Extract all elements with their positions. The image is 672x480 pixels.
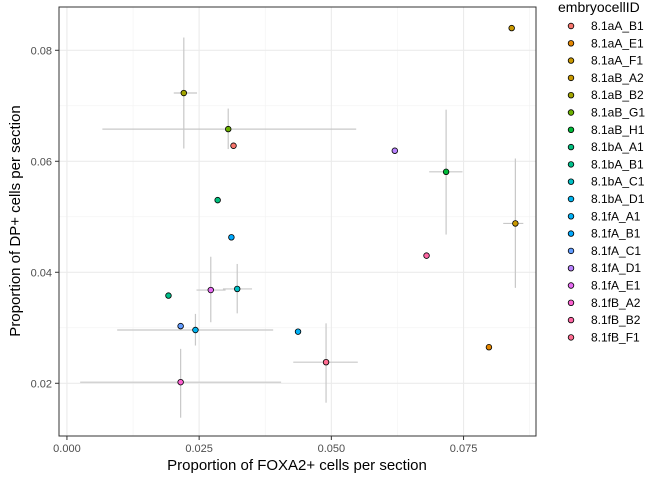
legend-key [567,109,575,116]
legend-label: 8.1bA_C1 [591,175,645,189]
y-axis-ticks: 0.02 0.04 0.06 0.08 [31,45,59,390]
panel-border [58,6,537,437]
legend-key [567,161,575,168]
legend-key [567,265,575,272]
x-tick-label: 0.025 [185,443,213,455]
legend-key [567,126,575,133]
legend-label: 8.1fA_A1 [591,209,641,223]
data-point [207,286,214,294]
legend-key [567,22,575,30]
data-point [177,322,184,330]
legend-key [567,213,575,220]
legend-key [567,230,575,237]
data-point [180,89,188,97]
legend-label: 8.1fB_A2 [591,296,641,310]
legend-key [567,74,575,82]
y-tick-label: 0.06 [31,156,52,168]
y-tick-label: 0.04 [31,267,52,279]
legend-key [567,334,575,341]
legend-label: 8.1bA_D1 [591,192,645,206]
legend-label: 8.1aA_E1 [591,36,644,50]
legend-key [567,282,575,289]
data-point [230,142,237,149]
data-point [225,125,232,133]
legend-label: 8.1aB_H1 [591,123,645,137]
legend-label: 8.1fA_E1 [591,279,641,293]
legend-key [567,57,575,64]
legend-label: 8.1fB_F1 [591,330,640,344]
data-point [192,326,199,334]
data-points [165,24,519,386]
data-point [165,292,172,299]
legend-key [567,316,575,324]
y-tick-label: 0.08 [31,45,52,57]
legend-title: embryocellID [558,0,640,15]
legend-label: 8.1fB_B2 [591,313,641,327]
legend-key [567,299,575,306]
legend-label: 8.1fA_B1 [591,227,641,241]
data-point [177,378,184,386]
y-axis-title: Proportion of DP+ cells per section [7,105,24,336]
data-point [442,168,450,176]
data-point [322,358,330,366]
grid-lines [59,7,536,436]
legend-label: 8.1aB_B2 [591,88,644,102]
legend: 8.1aA_B1 8.1aA_E1 8.1aA_F1 8.1aB_A2 8.1aB_B2… [567,19,645,344]
x-tick-label: 0.000 [53,443,81,455]
data-point [508,24,515,32]
data-point [512,220,519,227]
legend-label: 8.1fA_C1 [591,244,641,258]
data-point [214,196,221,204]
legend-label: 8.1aA_B1 [591,19,644,33]
legend-label: 8.1aB_A2 [591,71,644,85]
legend-key [567,195,575,203]
data-point [423,252,430,259]
data-point [294,328,302,335]
legend-key [567,178,575,185]
legend-label: 8.1fA_D1 [591,261,641,275]
y-tick-label: 0.02 [31,378,52,390]
x-axis-title: Proportion of FOXA2+ cells per section [167,457,427,474]
data-point [485,344,493,351]
data-point [391,147,399,154]
x-axis-ticks: 0.000 0.025 0.050 0.075 [53,436,477,455]
legend-key [567,247,575,255]
legend-label: 8.1aA_F1 [591,54,643,68]
legend-key [567,91,575,99]
legend-key [567,40,575,47]
x-tick-label: 0.050 [318,443,346,455]
legend-label: 8.1bA_A1 [591,140,644,154]
data-point [228,234,235,241]
legend-label: 8.1bA_B1 [591,157,644,171]
legend-key [567,143,575,151]
x-tick-label: 0.075 [450,443,478,455]
panel-background [59,7,536,436]
legend-label: 8.1aB_G1 [591,106,645,120]
data-point [234,285,241,293]
